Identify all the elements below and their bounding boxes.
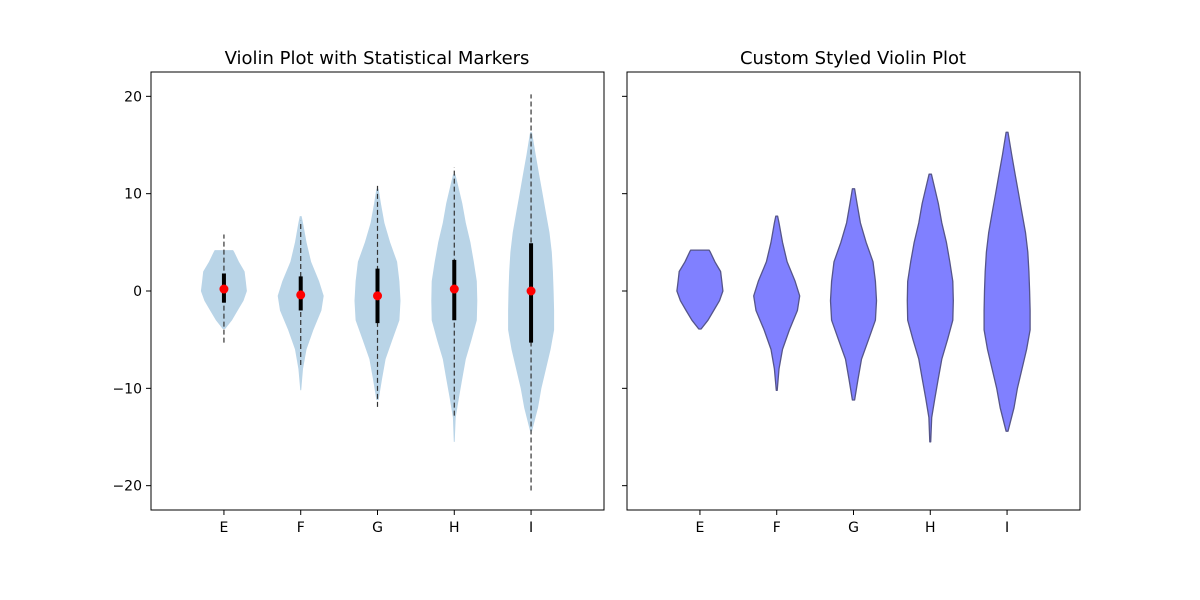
median-point-I [526, 286, 536, 296]
x-tick-label: E [696, 520, 705, 536]
x-tick-label: I [1005, 520, 1009, 536]
x-tick-label: G [372, 520, 383, 536]
violin-body-F [753, 215, 801, 391]
x-tick-label: F [297, 520, 305, 536]
median-point-E [219, 284, 229, 294]
y-tick-label: 0 [133, 284, 142, 300]
violin-body-E [676, 249, 724, 330]
x-tick-label: F [773, 520, 781, 536]
y-tick-label: 20 [124, 89, 142, 105]
violin-body-G [829, 188, 878, 401]
x-tick-label: H [449, 520, 460, 536]
right-violin-panel: Custom Styled Violin Plot E F G H I [622, 48, 1081, 536]
y-tick-label: −10 [112, 381, 142, 397]
right-chart-title: Custom Styled Violin Plot [740, 48, 966, 69]
median-point-G [373, 291, 382, 301]
left-violin-panel: Violin Plot with Statistical Markers −20… [112, 48, 605, 536]
y-tick-label: 10 [124, 187, 142, 203]
violin-body-H [906, 173, 954, 443]
x-tick-label: I [529, 520, 533, 536]
x-tick-label: E [220, 520, 229, 536]
violin-body-I [983, 131, 1031, 432]
median-point-H [449, 284, 459, 294]
x-tick-label: H [925, 520, 936, 536]
y-tick-label: −20 [112, 479, 142, 495]
median-point-F [296, 290, 306, 300]
left-chart-title: Violin Plot with Statistical Markers [225, 48, 530, 69]
x-tick-label: G [848, 520, 859, 536]
